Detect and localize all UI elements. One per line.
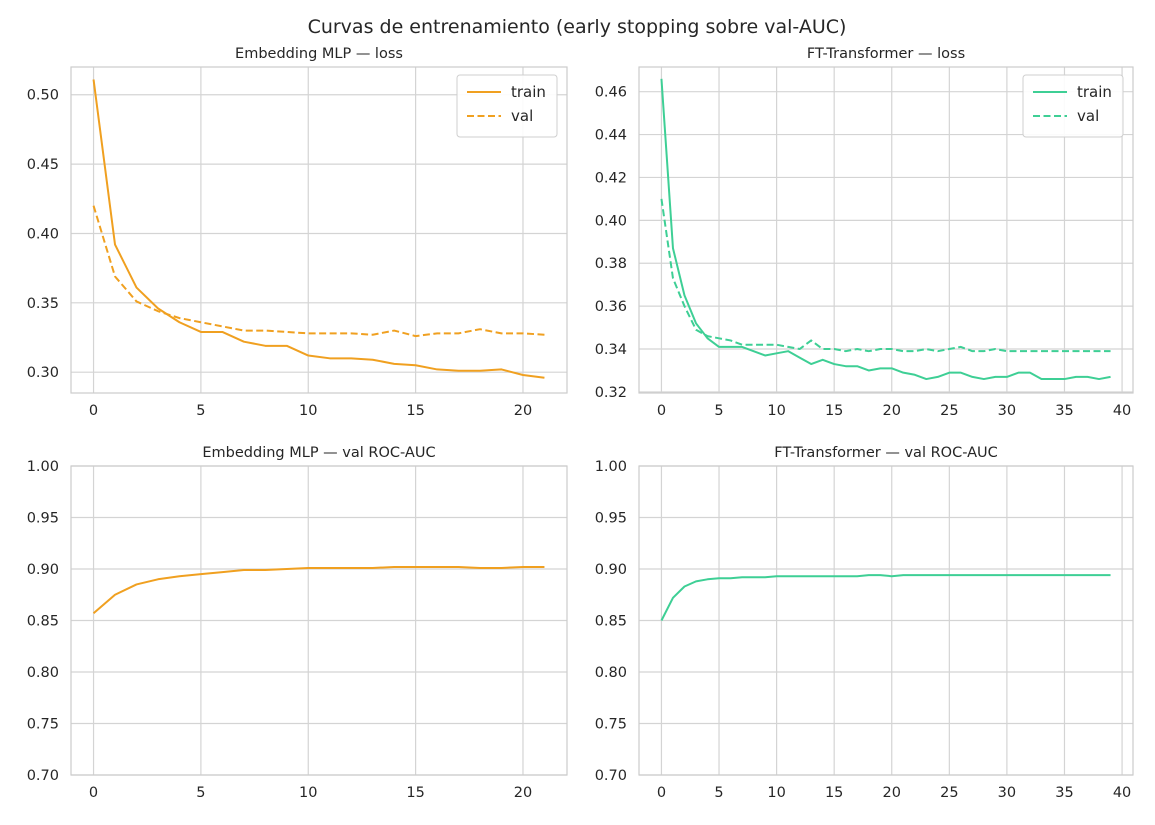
y-tick-label: 0.90 [595,562,627,578]
legend-label-val: val [1077,107,1099,125]
y-tick-label: 0.46 [595,85,627,101]
y-tick-label: 0.90 [27,562,59,578]
y-tick-label: 0.95 [595,511,627,527]
x-tick-label: 15 [825,785,843,801]
legend-label-val: val [511,107,533,125]
subplot-mlp_auc: Embedding MLP — val ROC-AUC 0 5 10 15 20 0.70 0… [27,445,568,801]
y-tick-label: 0.40 [595,213,627,229]
x-tick-label: 0 [89,403,98,419]
y-tick-label: 0.75 [27,717,59,733]
subplot-title: Embedding MLP — val ROC-AUC [202,445,435,461]
y-tick-label: 0.85 [595,614,627,630]
x-tick-label: 30 [998,403,1016,419]
subplot-title: FT-Transformer — val ROC-AUC [774,445,998,461]
y-tick-label: 0.30 [27,365,59,381]
y-tick-label: 1.00 [595,459,627,475]
y-tick-label: 0.80 [27,665,59,681]
series-line-val [660,198,1111,353]
y-tick-label: 0.45 [27,157,59,173]
x-tick-label: 0 [89,785,98,801]
y-tick-label: 0.34 [595,342,627,358]
x-tick-label: 40 [1113,785,1131,801]
x-tick-label: 10 [767,785,785,801]
x-tick-label: 5 [714,403,723,419]
legend: train val [456,74,558,138]
legend-label-train: train [1077,83,1112,101]
series-line-auc [660,574,1111,621]
x-tick-label: 10 [299,403,317,419]
series-line-val [92,205,545,338]
subplot-ft_loss: FT-Transformer — loss 0 5 10 15 20 25 30 35 40 0.3… [595,46,1134,419]
y-tick-label: 0.70 [595,768,627,784]
legend: train val [1022,74,1124,138]
figure-title: Curvas de entrenamiento (early stopping … [308,16,847,38]
plot-frame [70,66,568,394]
y-tick-label: 0.50 [27,88,59,104]
y-tick-label: 0.32 [595,385,627,401]
y-tick-label: 0.35 [27,296,59,312]
y-tick-label: 0.85 [27,614,59,630]
subplots: Embedding MLP — loss 0 5 10 15 20 0.30 0.35 0.40… [27,46,1134,801]
subplot-title: FT-Transformer — loss [807,46,965,62]
x-tick-label: 20 [883,785,901,801]
y-tick-label: 0.44 [595,128,627,144]
series-line-train [660,78,1111,381]
subplot-title: Embedding MLP — loss [235,46,403,62]
plot-frame [70,465,568,776]
subplot-mlp_loss: Embedding MLP — loss 0 5 10 15 20 0.30 0.35 0.40… [27,46,568,419]
x-tick-label: 10 [299,785,317,801]
x-tick-label: 5 [714,785,723,801]
subplot-ft_auc: FT-Transformer — val ROC-AUC 0 5 10 15 20 25 30… [595,445,1134,801]
x-tick-label: 40 [1113,403,1131,419]
x-tick-label: 35 [1055,403,1073,419]
x-tick-label: 20 [514,403,532,419]
plot-frame [638,66,1134,394]
x-tick-label: 30 [998,785,1016,801]
y-tick-label: 0.70 [27,768,59,784]
x-tick-label: 15 [406,785,424,801]
y-tick-label: 0.38 [595,256,627,272]
y-tick-label: 0.42 [595,170,627,186]
x-tick-label: 35 [1055,785,1073,801]
x-tick-label: 15 [406,403,424,419]
legend-box [456,74,558,138]
y-tick-label: 0.36 [595,299,627,315]
series-line-auc [92,565,545,615]
x-tick-label: 5 [196,403,205,419]
x-tick-label: 10 [767,403,785,419]
x-tick-label: 0 [657,403,666,419]
y-tick-label: 0.40 [27,226,59,242]
y-tick-label: 0.95 [27,511,59,527]
plot-frame [638,465,1134,776]
x-tick-label: 20 [883,403,901,419]
y-tick-label: 1.00 [27,459,59,475]
legend-box [1022,74,1124,138]
y-tick-label: 0.80 [595,665,627,681]
x-tick-label: 15 [825,403,843,419]
legend-label-train: train [511,83,546,101]
x-tick-label: 0 [657,785,666,801]
x-tick-label: 25 [940,403,958,419]
x-tick-label: 20 [514,785,532,801]
x-tick-label: 25 [940,785,958,801]
x-tick-label: 5 [196,785,205,801]
y-tick-label: 0.75 [595,717,627,733]
